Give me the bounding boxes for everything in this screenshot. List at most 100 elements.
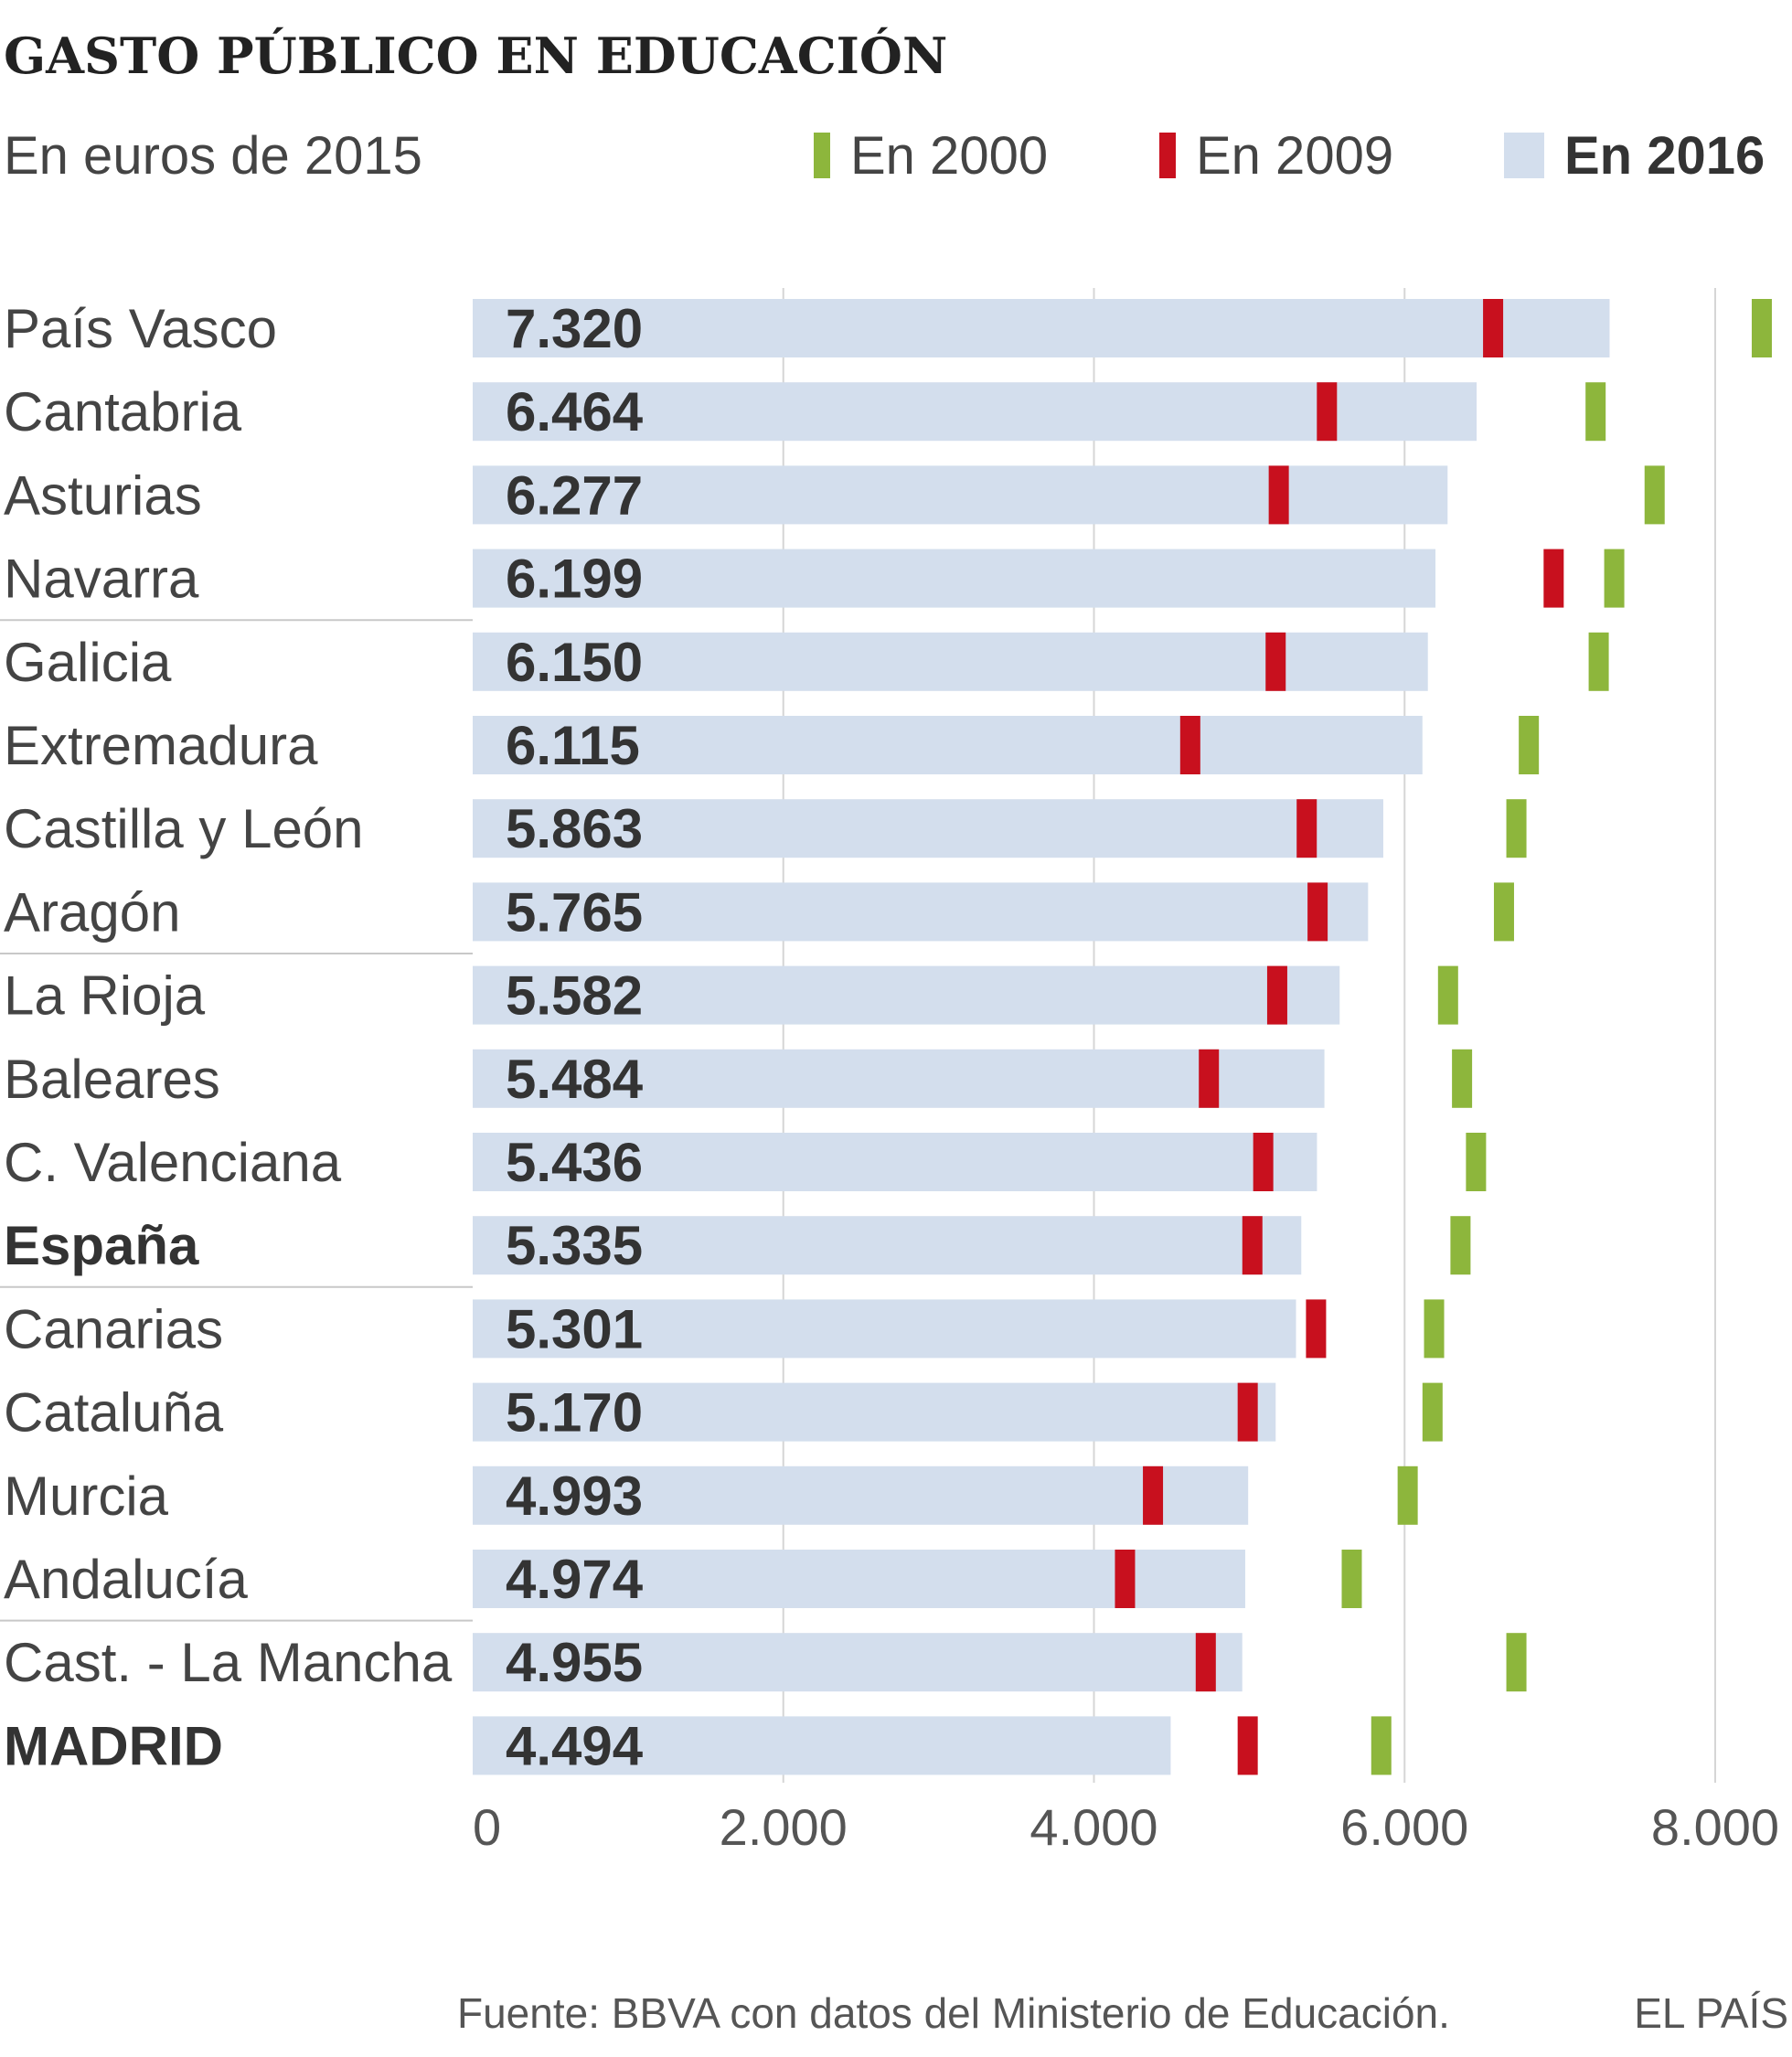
chart-title: GASTO PÚBLICO EN EDUCACIÓN [4, 27, 947, 85]
marker-2000 [1466, 1133, 1487, 1191]
value-label: 6.464 [506, 381, 644, 442]
category-label: Castilla y León [4, 798, 364, 859]
marker-2009 [1265, 632, 1286, 691]
category-label: País Vasco [4, 298, 277, 359]
category-label: Navarra [4, 549, 199, 610]
gridlines [782, 288, 1716, 1783]
marker-2000 [1341, 1550, 1362, 1608]
bar-2016 [473, 1049, 1325, 1108]
marker-2000 [1452, 1049, 1473, 1108]
marker-2009 [1253, 1133, 1274, 1191]
bar-2016 [473, 799, 1383, 858]
legend-label: En 2009 [1196, 126, 1393, 186]
marker-2009 [1115, 1550, 1136, 1608]
x-axis: 0 2.000 4.000 6.000 8.000 [473, 1798, 1779, 1856]
marker-2000 [1506, 799, 1527, 858]
chart-subtitle: En euros de 2015 [4, 126, 422, 186]
category-label: Andalucía [4, 1549, 248, 1610]
category-label: MADRID [4, 1715, 223, 1776]
marker-2009 [1195, 1633, 1216, 1692]
value-label: 6.199 [506, 549, 643, 610]
legend: En 2000 En 2009 En 2016 [814, 126, 1765, 186]
value-label: 6.150 [506, 632, 643, 693]
marker-2000 [1585, 382, 1606, 442]
marker-2000 [1519, 716, 1540, 774]
marker-2009 [1307, 882, 1328, 942]
category-label: Aragón [4, 881, 180, 943]
marker-2009 [1483, 299, 1504, 357]
marker-2009 [1237, 1716, 1258, 1775]
marker-2000 [1506, 1633, 1527, 1692]
category-label: Extremadura [4, 715, 318, 776]
marker-2000 [1751, 299, 1772, 357]
x-tick-label: 8.000 [1651, 1798, 1779, 1856]
marker-2009 [1199, 1049, 1220, 1108]
bar-2016 [473, 716, 1423, 774]
bar-2016 [473, 382, 1477, 442]
category-label: Galicia [4, 632, 172, 693]
category-label: Baleares [4, 1049, 220, 1110]
marker-2009 [1242, 1216, 1263, 1275]
value-label: 5.170 [506, 1382, 643, 1444]
x-tick-label: 6.000 [1340, 1798, 1468, 1856]
legend-swatch [1504, 133, 1544, 178]
marker-2000 [1604, 549, 1625, 608]
bar-2016 [473, 1299, 1296, 1359]
credit: EL PAÍS [1634, 1989, 1788, 2037]
bar-2016 [473, 882, 1369, 942]
category-label: La Rioja [4, 965, 206, 1027]
value-label: 5.863 [506, 798, 643, 859]
marker-2009 [1266, 965, 1287, 1025]
marker-2009 [1179, 716, 1200, 774]
value-label: 4.993 [506, 1465, 643, 1527]
bar-2016 [473, 1633, 1243, 1692]
x-tick-label: 0 [473, 1798, 501, 1856]
marker-2000 [1450, 1216, 1471, 1275]
marker-2000 [1397, 1465, 1418, 1525]
category-label: Canarias [4, 1298, 223, 1359]
value-label: 5.582 [506, 965, 643, 1027]
category-label: Asturias [4, 464, 202, 526]
bar-2016 [473, 965, 1340, 1025]
category-label: Murcia [4, 1465, 169, 1527]
marker-2009 [1543, 549, 1564, 608]
marker-2009 [1296, 799, 1317, 858]
legend-label: En 2016 [1564, 126, 1765, 186]
marker-2009 [1317, 382, 1338, 442]
marker-2000 [1422, 1382, 1443, 1442]
marker-2000 [1437, 965, 1458, 1025]
category-label: Cantabria [4, 381, 242, 442]
bar-2016 [473, 549, 1436, 608]
bar-2016 [473, 1465, 1249, 1525]
value-label: 4.974 [506, 1549, 644, 1610]
bar-2016 [473, 1216, 1302, 1275]
legend-swatch [814, 133, 830, 178]
value-label: 4.494 [506, 1715, 644, 1776]
marker-2000 [1371, 1716, 1392, 1775]
value-label: 5.436 [506, 1132, 643, 1193]
marker-2009 [1143, 1465, 1164, 1525]
category-label: C. Valenciana [4, 1132, 342, 1193]
value-label: 6.277 [506, 464, 643, 526]
marker-2009 [1237, 1382, 1258, 1442]
x-tick-label: 2.000 [720, 1798, 848, 1856]
bar-2016 [473, 299, 1610, 357]
bars: País Vasco 7.320 Cantabria 6.464 Asturias 6.2… [0, 298, 1772, 1776]
marker-2009 [1306, 1299, 1327, 1359]
value-label: 4.955 [506, 1632, 643, 1693]
category-label: España [4, 1215, 199, 1276]
marker-2000 [1588, 632, 1609, 691]
category-label: Cataluña [4, 1382, 224, 1444]
bar-2016 [473, 1133, 1317, 1191]
legend-label: En 2000 [850, 126, 1048, 186]
value-label: 5.301 [506, 1298, 643, 1359]
bar-2016 [473, 1716, 1171, 1775]
legend-swatch [1159, 133, 1176, 178]
source-note: Fuente: BBVA con datos del Ministerio de… [457, 1989, 1450, 2037]
marker-2009 [1268, 465, 1289, 525]
category-label: Cast. - La Mancha [4, 1632, 453, 1693]
value-label: 7.320 [506, 298, 643, 359]
bar-2016 [473, 1382, 1276, 1442]
marker-2000 [1493, 882, 1514, 942]
